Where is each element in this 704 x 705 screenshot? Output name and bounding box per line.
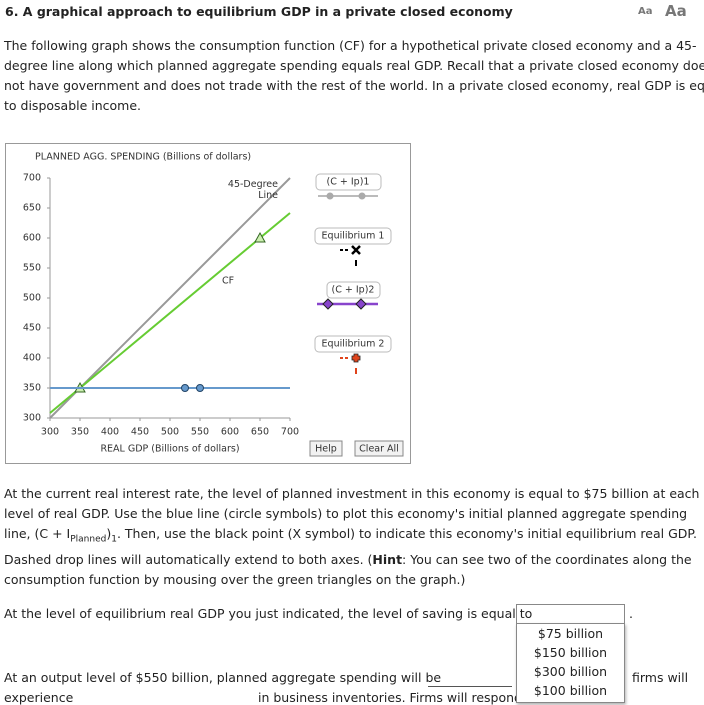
instruction-text: . Then, use the black point (X symbol) t… (4, 526, 697, 567)
output-question-line2-mid: in business inventories. Firms will resp… (258, 690, 522, 705)
palette-label-box[interactable] (315, 173, 382, 191)
series-label: 45-Degree Line (227, 179, 278, 201)
saving-dropdown[interactable] (516, 604, 625, 624)
help-button[interactable] (309, 440, 343, 457)
output-question-end: firms will (632, 670, 689, 685)
instruction-text: ) (106, 526, 112, 541)
palette-label-box[interactable] (314, 335, 392, 353)
intro-text: The following graph shows the consumptio… (4, 38, 704, 113)
y-tick-label: 600 (23, 233, 41, 244)
x-tick-label: 500 (161, 427, 179, 438)
series-line (49, 177, 291, 419)
palette-icon[interactable] (326, 192, 334, 200)
series-line (49, 212, 291, 414)
x-axis-title: REAL GDP (Billions of dollars) (100, 444, 239, 455)
dropdown-option[interactable]: $300 billion (533, 664, 608, 679)
subscript: Planned (70, 534, 107, 545)
instructions: At the current real interest rate, the l… (4, 484, 704, 590)
y-tick-label: 700 (23, 173, 41, 184)
x-tick-label: 300 (41, 427, 59, 438)
y-tick-label: 300 (23, 413, 41, 424)
x-tick-label: 350 (71, 427, 89, 438)
palette-icon[interactable] (355, 298, 367, 310)
clear-all-button[interactable] (354, 440, 404, 457)
output-question-line2: experience (4, 690, 74, 705)
palette-icon[interactable] (358, 192, 366, 200)
series-label: CF (222, 276, 234, 287)
palette-label[interactable]: (C + Ip)1 (327, 177, 370, 188)
triangle-point (254, 231, 266, 243)
output-question: At an output level of $550 billion, plan… (4, 670, 442, 685)
output-blank[interactable] (428, 686, 512, 687)
y-tick-label: 650 (23, 203, 41, 214)
y-tick-label: 500 (23, 293, 41, 304)
palette-label[interactable]: (C + Ip)2 (332, 285, 375, 296)
x-tick-label: 400 (101, 427, 119, 438)
subscript: 1 (111, 534, 117, 545)
x-tick-label: 450 (131, 427, 149, 438)
dropdown-option[interactable]: $75 billion (537, 626, 604, 641)
x-tick-label: 550 (191, 427, 209, 438)
instruction-text: : You can see two of the coordinates alo… (4, 551, 692, 587)
series-label-box: 45-Degree Line (227, 179, 278, 201)
palette-label-box[interactable] (326, 281, 381, 299)
dropdown-option[interactable]: $100 billion (533, 683, 608, 698)
palette-label[interactable]: Equilibrium 2 (322, 339, 385, 350)
saving-question: At the level of equilibrium real GDP you… (4, 606, 533, 621)
circle-point (181, 384, 189, 392)
palette-label-box[interactable] (314, 227, 392, 245)
hint-label: Hint (372, 551, 403, 567)
font-large-button[interactable]: Aa (665, 2, 687, 20)
instruction-text: At the current real interest rate, the l… (4, 486, 700, 541)
question-title: 6. A graphical approach to equilibrium G… (5, 4, 513, 19)
y-tick-label: 400 (23, 353, 41, 364)
x-tick-label: 650 (251, 427, 269, 438)
clear-all-button-label[interactable]: Clear All (359, 444, 399, 455)
dropdown-list: $75 billion $150 billion $300 billion $1… (516, 623, 625, 703)
help-button-label[interactable]: Help (315, 444, 337, 455)
graph-panel: PLANNED AGG. SPENDING (Billions of dolla… (5, 143, 411, 464)
y-tick-label: 550 (23, 263, 41, 274)
palette-icon[interactable] (351, 353, 361, 363)
y-tick-label: 350 (23, 383, 41, 394)
palette-icon[interactable] (322, 298, 334, 310)
x-tick-label: 600 (221, 427, 239, 438)
y-axis-title: PLANNED AGG. SPENDING (Billions of dolla… (35, 152, 251, 163)
y-tick-label: 450 (23, 323, 41, 334)
x-tick-label: 700 (281, 427, 299, 438)
dropdown-option[interactable]: $150 billion (533, 645, 608, 660)
palette-icon[interactable] (351, 245, 361, 255)
tool-palette: (C + Ip)1 Equilibrium 1 (C + Ip)2 Equili… (314, 173, 392, 374)
palette-label[interactable]: Equilibrium 1 (322, 231, 385, 242)
circle-point (196, 384, 204, 392)
saving-question-end: . (629, 606, 633, 621)
font-small-button[interactable]: Aa (638, 6, 653, 17)
